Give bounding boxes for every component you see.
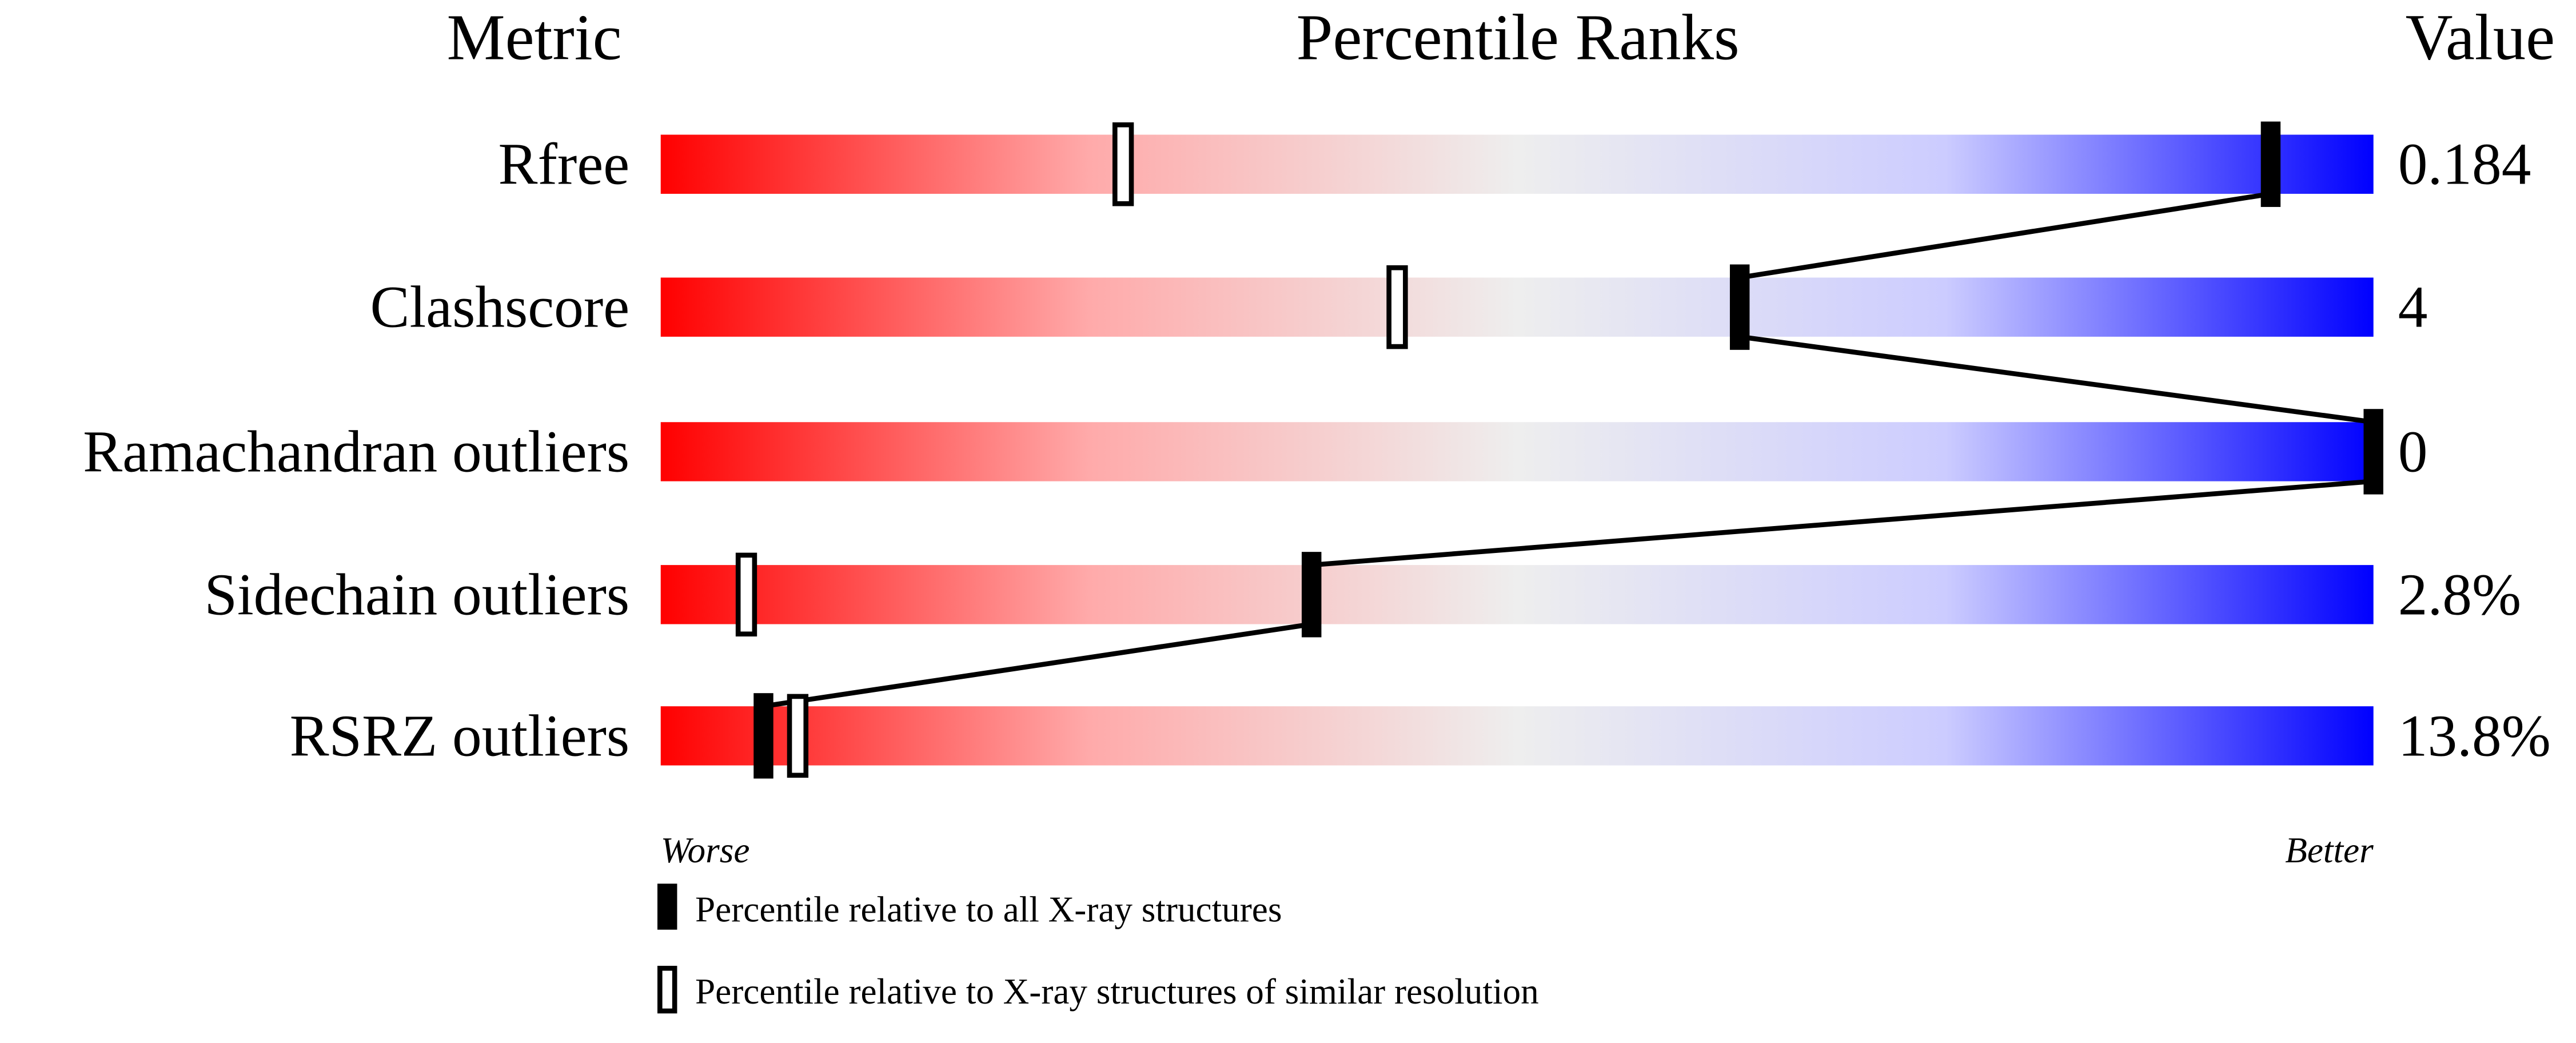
marker-similar-resolution [735, 552, 757, 637]
header-metric: Metric [446, 1, 621, 73]
marker-similar-resolution [1386, 265, 1408, 349]
connector-line [1739, 334, 2374, 425]
metric-label: Ramachandran outliers [83, 419, 629, 484]
axis-label-better: Better [2285, 830, 2374, 870]
axis-label-worse: Worse [661, 830, 750, 870]
gradient-bar [660, 134, 2374, 194]
header-percentile-ranks: Percentile Ranks [1297, 1, 1740, 73]
connector-line [1739, 191, 2271, 280]
metric-value: 0.184 [2398, 132, 2531, 197]
gradient-bar [660, 422, 2374, 481]
connector-line [1311, 479, 2374, 568]
marker-all-structures [753, 693, 773, 779]
metric-label: Clashscore [370, 275, 629, 340]
marker-similar-resolution [787, 694, 809, 778]
connector-line [763, 622, 1312, 709]
marker-all-structures [1729, 264, 1750, 350]
marker-all-structures [1301, 552, 1322, 638]
header-value: Value [2406, 1, 2555, 73]
metric-value: 0 [2398, 419, 2428, 484]
marker-all-structures [2363, 409, 2383, 495]
metric-value: 4 [2398, 275, 2428, 340]
legend-label-all: Percentile relative to all X-ray structu… [695, 889, 1282, 929]
marker-similar-resolution [1112, 122, 1134, 206]
legend-label-similar: Percentile relative to X-ray structures … [695, 972, 1539, 1012]
gradient-bar [660, 277, 2374, 337]
gradient-bar [660, 565, 2374, 624]
metric-value: 13.8% [2398, 703, 2551, 769]
metric-label: RSRZ outliers [290, 703, 630, 769]
gradient-bar [660, 706, 2374, 766]
marker-all-structures [2260, 121, 2281, 207]
legend-filled-marker [657, 883, 677, 930]
metric-label: Sidechain outliers [204, 562, 629, 627]
legend-open-marker [657, 965, 677, 1014]
metric-value: 2.8% [2398, 562, 2521, 627]
metric-label: Rfree [499, 132, 630, 197]
